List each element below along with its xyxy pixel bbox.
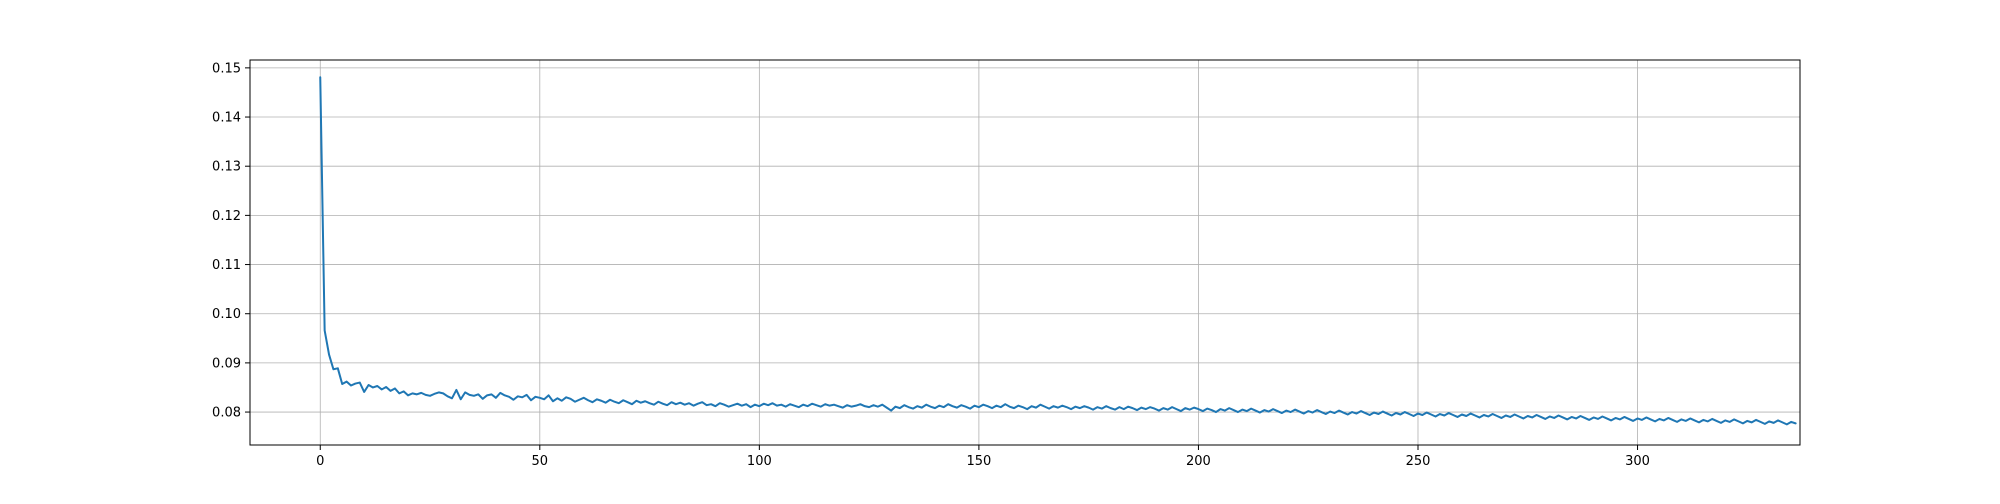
y-tick-label: 0.15	[212, 61, 241, 76]
x-tick-label: 0	[316, 454, 324, 469]
x-axis: 0 50 100 150 200 250 300	[316, 445, 1650, 469]
series-line-0	[319, 76, 1797, 426]
y-tick-label: 0.09	[212, 356, 241, 371]
plot-frame	[249, 59, 1801, 446]
x-tick-label: 50	[532, 454, 549, 469]
y-tick-label: 0.08	[212, 406, 241, 421]
grid-lines	[250, 60, 1800, 445]
y-tick-label: 0.12	[212, 209, 241, 224]
x-tick-label: 150	[966, 454, 991, 469]
y-tick-label: 0.10	[212, 307, 241, 322]
y-tick-label: 0.13	[212, 160, 241, 175]
x-tick-label: 200	[1186, 454, 1211, 469]
y-tick-label: 0.11	[212, 258, 241, 273]
x-tick-label: 300	[1625, 454, 1650, 469]
series-layer	[319, 76, 1797, 426]
x-tick-label: 250	[1406, 454, 1431, 469]
y-tick-label: 0.14	[212, 111, 241, 126]
x-tick-label: 100	[747, 454, 772, 469]
y-axis: 0.08 0.09 0.10 0.11 0.12 0.13 0.14 0.15	[212, 61, 250, 421]
